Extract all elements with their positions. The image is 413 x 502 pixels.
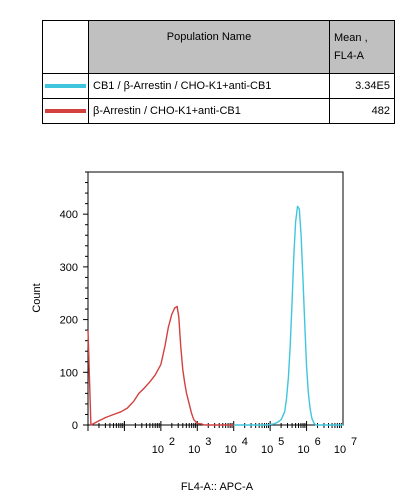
series-layer — [87, 205, 343, 426]
x-tick-label-base: 10 — [334, 444, 346, 456]
x-tick-label-exponent: 3 — [205, 436, 211, 448]
y-tick-label: 200 — [60, 315, 78, 327]
y-tick-label: 0 — [72, 420, 78, 432]
x-tick-label-base: 10 — [225, 444, 237, 456]
control-histogram-line — [87, 305, 234, 426]
y-axis-title: Count — [31, 283, 43, 312]
mean-header: Mean , FL4-A — [329, 20, 395, 74]
cb1-histogram-line — [233, 205, 343, 426]
legend-swatch-cell — [42, 73, 89, 99]
legend-row-control: β-Arrestin / CHO-K1+anti-CB1 482 — [42, 98, 395, 124]
x-tick-label-base: 10 — [152, 444, 164, 456]
mean-header-line2: FL4-A — [334, 50, 364, 62]
x-axis-title: FL4-A:: APC-A — [181, 481, 254, 493]
x-tick-label-exponent: 5 — [278, 436, 284, 448]
population-mean: 3.34E5 — [329, 73, 395, 99]
population-name: β-Arrestin / CHO-K1+anti-CB1 — [88, 98, 330, 124]
y-tick-label: 300 — [60, 262, 78, 274]
control-swatch-line — [45, 109, 86, 113]
x-tick-label-exponent: 2 — [169, 436, 175, 448]
x-tick-label-exponent: 7 — [351, 436, 357, 448]
cb1-swatch-line — [45, 84, 86, 88]
x-tick-label-base: 10 — [188, 444, 200, 456]
x-tick-label-base: 10 — [261, 444, 273, 456]
plot-frame — [87, 171, 344, 426]
x-tick-label-exponent: 4 — [242, 436, 248, 448]
y-axis-ticks: 0 100 200 300 400 — [60, 171, 88, 432]
x-axis-ticks: 10 2 10 3 10 4 10 5 10 6 10 7 — [87, 421, 357, 456]
y-tick-label: 100 — [60, 367, 78, 379]
legend-row-cb1: CB1 / β-Arrestin / CHO-K1+anti-CB1 3.34E… — [42, 73, 395, 99]
y-tick-label: 400 — [60, 209, 78, 221]
legend-header-blank-cell — [42, 20, 89, 74]
legend-swatch-cell — [42, 98, 89, 124]
plot-area-border — [87, 171, 344, 426]
population-legend-table: Population Name Mean , FL4-A CB1 / β-Arr… — [42, 20, 395, 124]
x-tick-label-exponent: 6 — [315, 436, 321, 448]
x-tick-label-base: 10 — [297, 444, 309, 456]
population-mean: 482 — [329, 98, 395, 124]
mean-header-line1: Mean , — [334, 32, 368, 44]
